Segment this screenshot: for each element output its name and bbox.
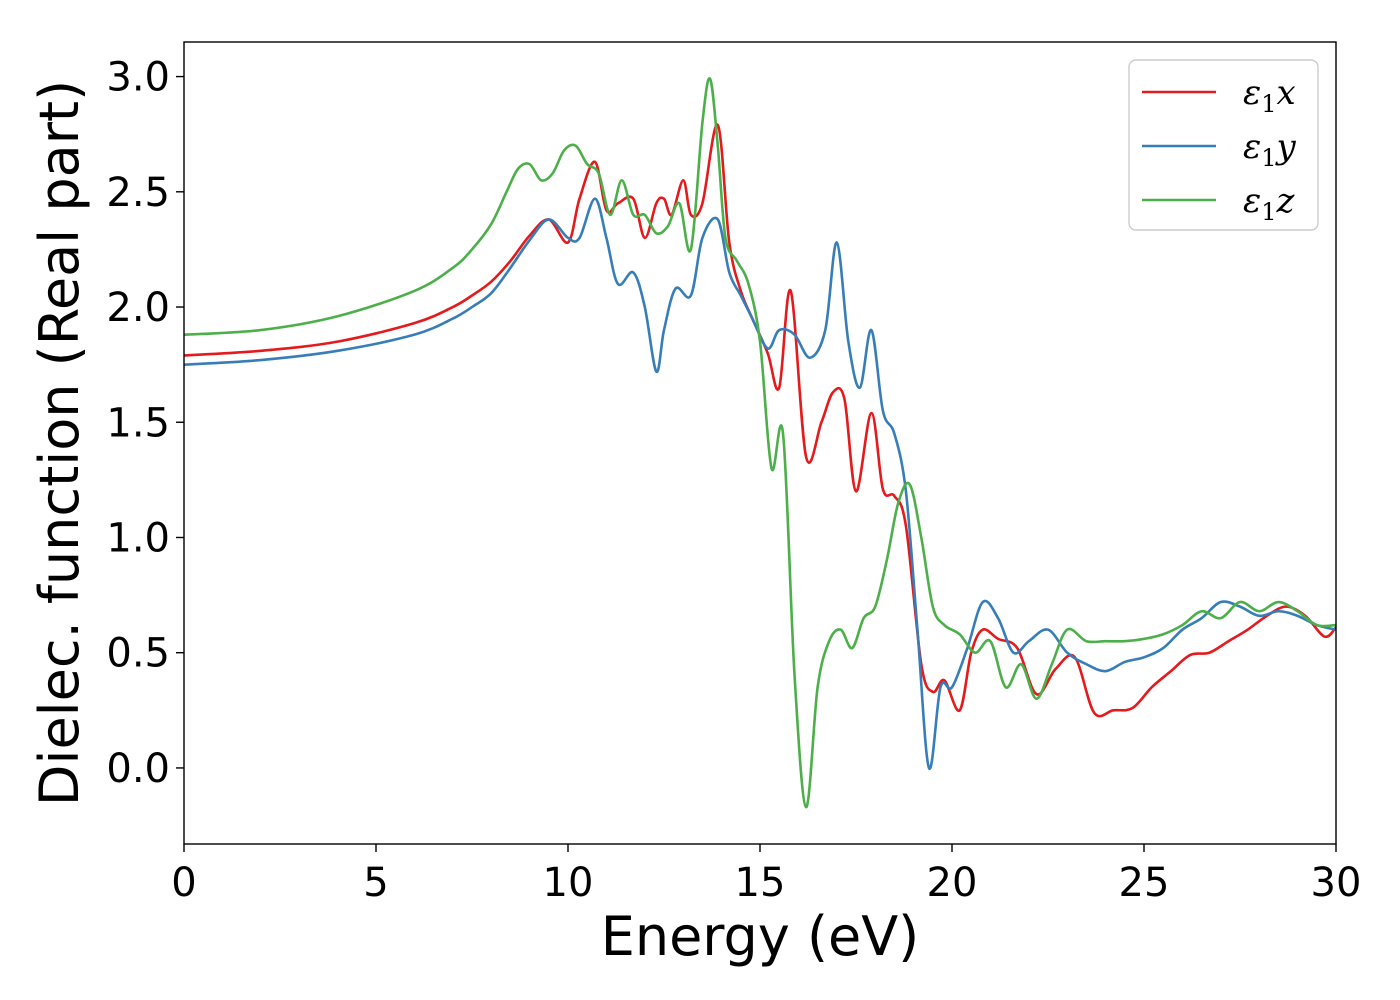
legend-subscript: 1 (1261, 90, 1276, 118)
x-axis: 0 5 10 15 20 25 30 (171, 844, 1361, 906)
legend-component: x (1277, 73, 1296, 113)
series-layer (184, 77, 1336, 809)
x-tick-label: 5 (363, 860, 388, 906)
legend-label-z: ε1z (1243, 181, 1296, 226)
y-tick-label: 3.0 (106, 55, 170, 101)
legend-subscript: 1 (1261, 198, 1276, 226)
legend-box (1128, 59, 1319, 231)
y-tick-label: 1.0 (106, 515, 170, 561)
x-tick-label: 25 (1119, 860, 1170, 906)
series-line-z (184, 77, 1336, 809)
y-tick-label: 1.5 (106, 400, 170, 446)
x-tick-label: 0 (171, 860, 196, 906)
y-tick-label: 2.5 (106, 170, 170, 216)
legend-label-x: ε1x (1243, 73, 1296, 118)
y-tick-label: 0.0 (106, 746, 170, 792)
x-tick-label: 10 (543, 860, 594, 906)
series-line-y (184, 197, 1336, 770)
legend-component: z (1276, 181, 1296, 221)
x-tick-label: 15 (735, 860, 786, 906)
x-axis-title: Energy (eV) (601, 905, 920, 968)
legend-symbol: ε (1243, 73, 1261, 113)
legend-label-y: ε1y (1243, 127, 1297, 172)
x-tick-label: 30 (1311, 860, 1362, 906)
legend-symbol: ε (1243, 127, 1261, 167)
legend-subscript: 1 (1261, 144, 1276, 172)
legend-component: y (1275, 127, 1297, 167)
x-tick-label: 20 (927, 860, 978, 906)
y-tick-label: 0.5 (106, 631, 170, 677)
y-tick-label: 2.0 (106, 285, 170, 331)
series-line-x (184, 123, 1336, 718)
y-axis-title: Dielec. function (Real part) (28, 80, 91, 806)
y-axis: 0.0 0.5 1.0 1.5 2.0 2.5 3.0 (106, 55, 184, 792)
legend-symbol: ε (1243, 181, 1261, 221)
